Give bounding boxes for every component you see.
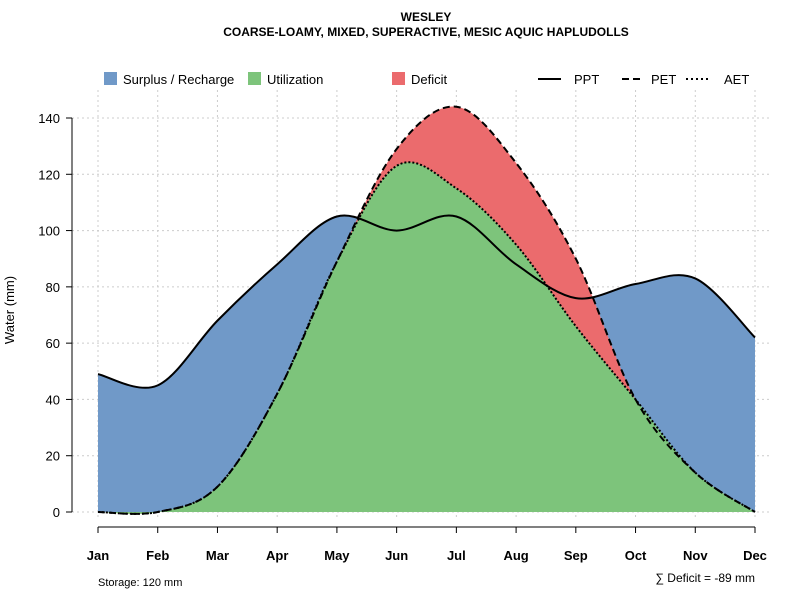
legend-label-deficit: Deficit bbox=[411, 72, 448, 87]
legend-label-utilization: Utilization bbox=[267, 72, 323, 87]
x-tick-label: Jun bbox=[385, 548, 408, 563]
legend-label-pet: PET bbox=[651, 72, 676, 87]
x-tick-label: Jul bbox=[447, 548, 466, 563]
legend-swatch-deficit bbox=[392, 72, 405, 85]
y-tick-label: 120 bbox=[38, 167, 60, 182]
legend: Surplus / Recharge Utilization Deficit P… bbox=[104, 72, 749, 87]
x-tick-label: Dec bbox=[743, 548, 767, 563]
y-tick-label: 20 bbox=[46, 449, 60, 464]
y-tick-label: 0 bbox=[53, 505, 60, 520]
x-tick-label: Mar bbox=[206, 548, 229, 563]
y-tick-label: 40 bbox=[46, 392, 60, 407]
y-tick-label: 80 bbox=[46, 280, 60, 295]
chart-title: WESLEY bbox=[401, 10, 452, 24]
y-tick-label: 60 bbox=[46, 336, 60, 351]
storage-annotation: Storage: 120 mm bbox=[98, 577, 182, 589]
legend-label-surplus: Surplus / Recharge bbox=[123, 72, 234, 87]
x-tick-label: Sep bbox=[564, 548, 588, 563]
series-line-ppt bbox=[97, 214, 756, 389]
x-tick-label: Jan bbox=[87, 548, 109, 563]
y-tick-label: 100 bbox=[38, 224, 60, 239]
x-tick-label: Aug bbox=[503, 548, 528, 563]
x-tick-label: Feb bbox=[146, 548, 169, 563]
areas bbox=[98, 106, 755, 514]
area-utilization bbox=[98, 162, 755, 514]
chart-subtitle: COARSE-LOAMY, MIXED, SUPERACTIVE, MESIC … bbox=[223, 25, 629, 39]
x-tick-label: Apr bbox=[266, 548, 288, 563]
x-tick-label: May bbox=[324, 548, 350, 563]
series-line-aet bbox=[97, 161, 756, 515]
legend-swatch-surplus bbox=[104, 72, 117, 85]
legend-label-ppt: PPT bbox=[574, 72, 599, 87]
x-tick-label: Nov bbox=[683, 548, 708, 563]
y-tick-label: 140 bbox=[38, 111, 60, 126]
x-tick-label: Oct bbox=[625, 548, 647, 563]
deficit-annotation: ∑ Deficit = -89 mm bbox=[655, 571, 755, 585]
legend-swatch-utilization bbox=[248, 72, 261, 85]
y-axis-label: Water (mm) bbox=[2, 276, 17, 344]
lines bbox=[97, 105, 756, 515]
legend-label-aet: AET bbox=[724, 72, 749, 87]
axes: 0 20 40 60 80 100 120 140 Jan Feb Mar Apr May Jun Jul A… bbox=[38, 111, 767, 563]
